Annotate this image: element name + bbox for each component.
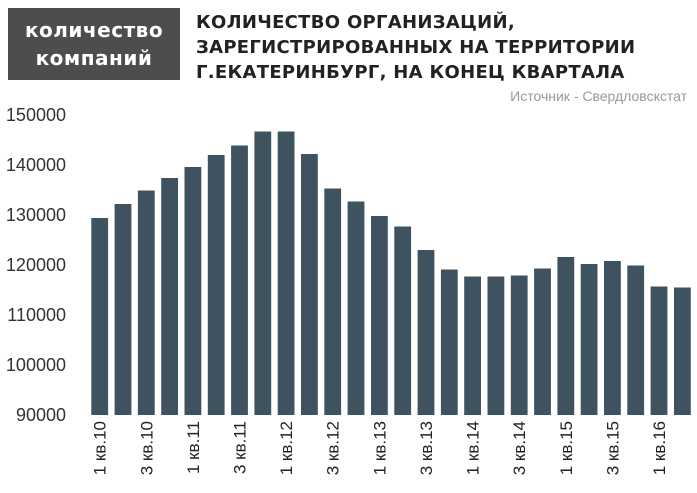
y-axis: 90000 100000 110000 120000 130000 140000 15000… [6, 105, 66, 425]
bar [277, 131, 295, 415]
y-tick-label: 90000 [16, 405, 66, 425]
badge-line-2: компаний [35, 46, 153, 70]
chart-title: КОЛИЧЕСТВО ОРГАНИЗАЦИЙ, ЗАРЕГИСТРИРОВАНН… [196, 10, 691, 85]
x-tick-label: 3 кв.13 [417, 421, 436, 475]
x-tick-label: 1 кв.14 [464, 421, 483, 475]
bar [301, 154, 318, 415]
bar [114, 204, 132, 415]
bar [371, 216, 388, 415]
y-tick-label: 130000 [6, 205, 66, 225]
bar [161, 178, 178, 415]
bar [534, 268, 551, 415]
bar [650, 286, 668, 415]
bar [137, 190, 155, 415]
y-tick-label: 100000 [6, 355, 66, 375]
bar [604, 261, 621, 415]
bar [91, 218, 109, 415]
x-tick-label: 1 кв.16 [650, 421, 669, 475]
x-tick-label: 1 кв.13 [370, 421, 389, 475]
bar [487, 276, 505, 415]
y-tick-label: 120000 [6, 255, 66, 275]
bar [464, 276, 481, 415]
x-tick-label: 3 кв.12 [324, 421, 343, 475]
bar [417, 250, 435, 415]
x-tick-label: 3 кв.15 [603, 421, 622, 475]
bar [254, 131, 272, 415]
x-tick-label: 3 кв.11 [231, 421, 250, 474]
source-note: Источник - Свердловскстат [510, 88, 687, 104]
y-tick-label: 110000 [7, 305, 66, 325]
chart-title-line-3: Г.ЕКАТЕРИНБУРГ, НА КОНЕЦ КВАРТАЛА [196, 62, 625, 83]
bars [91, 131, 691, 415]
y-tick-label: 150000 [6, 105, 66, 125]
x-tick-label: 1 кв.12 [277, 421, 296, 475]
bar [231, 145, 248, 415]
metric-badge: количество компаний [8, 8, 180, 80]
bar [510, 275, 528, 415]
x-tick-label: 1 кв.10 [91, 421, 110, 475]
x-tick-label: 1 кв.15 [557, 421, 576, 475]
badge-line-1: количество [24, 18, 164, 42]
bar [394, 226, 412, 415]
bar [627, 265, 645, 415]
bar [324, 188, 342, 415]
bar [674, 287, 691, 415]
y-tick-label: 140000 [6, 155, 66, 175]
x-tick-label: 3 кв.10 [137, 421, 156, 475]
bar [580, 264, 598, 415]
chart-title-line-1: КОЛИЧЕСТВО ОРГАНИЗАЦИЙ, [196, 12, 515, 33]
bar [347, 201, 365, 415]
bar [184, 167, 202, 415]
chart-title-line-2: ЗАРЕГИСТРИРОВАННЫХ НА ТЕРРИТОРИИ [196, 37, 636, 58]
bar [557, 257, 575, 415]
x-tick-label: 1 кв.11 [184, 421, 203, 474]
bar [207, 155, 225, 415]
x-axis: 1 кв.10 3 кв.10 1 кв.11 3 кв.11 1 кв.12 3 кв.… [91, 421, 669, 475]
bar [440, 269, 458, 415]
x-tick-label: 3 кв.14 [510, 421, 529, 475]
